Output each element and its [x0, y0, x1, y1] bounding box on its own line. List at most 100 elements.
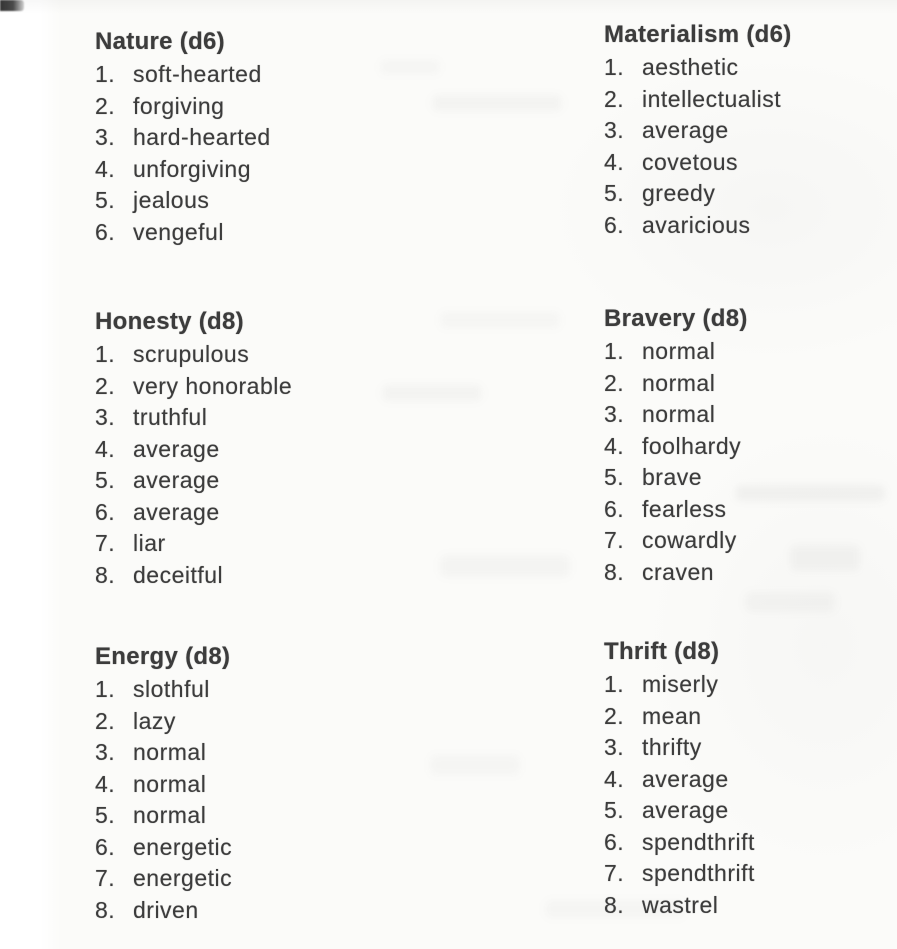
- trait-section-energy: Energy (d8) 1. slothful 2. lazy 3. normal 4…: [95, 643, 425, 926]
- trait-list-nature: 1. soft-hearted 2. forgiving 3. hard-hearte…: [95, 59, 425, 248]
- trait-list-item: 4. foolhardy: [604, 431, 897, 463]
- trait-section-thrift: Thrift (d8) 1. miserly 2. mean 3. thrifty 4…: [604, 638, 897, 921]
- trait-list-item: 2. mean: [604, 701, 897, 733]
- trait-item-number: 5.: [95, 467, 116, 493]
- trait-item-label: intellectualist: [642, 85, 782, 112]
- trait-item-label: normal: [133, 739, 207, 765]
- trait-item-label: average: [642, 797, 729, 823]
- scan-smudge: [440, 312, 560, 328]
- trait-item-label: wastrel: [642, 891, 719, 918]
- trait-list-item: 6. vengeful: [95, 217, 425, 249]
- trait-list-item: 8. craven: [604, 557, 897, 589]
- scan-corner-mark: [0, 0, 24, 11]
- trait-item-label: truthful: [133, 404, 208, 430]
- trait-heading-bravery: Bravery (d8): [604, 305, 748, 332]
- trait-item-number: 3.: [604, 401, 625, 427]
- trait-list-item: 5. greedy: [604, 178, 897, 210]
- trait-item-label: vengeful: [133, 218, 224, 245]
- trait-item-number: 8.: [604, 558, 625, 585]
- trait-item-label: average: [133, 467, 220, 493]
- scan-smudge: [430, 755, 520, 775]
- trait-item-number: 2.: [95, 707, 116, 734]
- trait-item-label: cowardly: [642, 527, 737, 553]
- trait-item-label: average: [642, 117, 729, 143]
- trait-list-item: 3. hard-hearted: [95, 122, 425, 154]
- trait-list-item: 2. lazy: [95, 706, 425, 738]
- trait-list-item: 6. average: [95, 497, 425, 529]
- trait-item-label: hard-hearted: [133, 124, 271, 150]
- trait-item-number: 2.: [95, 92, 116, 119]
- trait-item-number: 2.: [604, 369, 625, 396]
- trait-list-bravery: 1. normal 2. normal 3. normal 4. foolhardy 5…: [604, 336, 897, 588]
- trait-item-number: 3.: [95, 124, 116, 150]
- trait-item-label: forgiving: [133, 92, 225, 119]
- trait-item-label: brave: [642, 464, 703, 490]
- trait-item-label: average: [133, 498, 220, 525]
- trait-item-number: 7.: [604, 527, 625, 553]
- trait-item-number: 7.: [604, 860, 625, 886]
- trait-item-number: 6.: [604, 495, 625, 522]
- trait-item-number: 4.: [604, 432, 625, 459]
- trait-item-label: scrupulous: [133, 341, 250, 367]
- trait-item-number: 2.: [604, 85, 625, 112]
- trait-list-item: 5. average: [604, 795, 897, 827]
- trait-item-label: covetous: [642, 148, 739, 175]
- trait-item-label: mean: [642, 702, 702, 729]
- trait-list-item: 3. thrifty: [604, 732, 897, 764]
- trait-item-number: 5.: [95, 802, 116, 828]
- trait-list-materialism: 1. aesthetic 2. intellectualist 3. average …: [604, 52, 897, 241]
- trait-item-label: energetic: [133, 865, 233, 891]
- trait-item-label: fearless: [642, 495, 727, 522]
- trait-heading-materialism: Materialism (d6): [604, 21, 792, 48]
- trait-item-number: 4.: [604, 765, 625, 792]
- trait-item-number: 8.: [604, 891, 625, 918]
- trait-list-item: 4. unforgiving: [95, 154, 425, 186]
- trait-list-item: 4. normal: [95, 769, 425, 801]
- trait-list-item: 8. wastrel: [604, 890, 897, 922]
- trait-list-item: 2. forgiving: [95, 91, 425, 123]
- trait-list-item: 4. covetous: [604, 147, 897, 179]
- scan-smudge: [432, 95, 562, 111]
- trait-list-item: 7. energetic: [95, 863, 425, 895]
- trait-item-label: avaricious: [642, 211, 751, 238]
- trait-list-item: 6. energetic: [95, 832, 425, 864]
- trait-list-item: 8. driven: [95, 895, 425, 927]
- trait-item-label: average: [133, 435, 220, 462]
- trait-item-label: average: [642, 765, 729, 792]
- trait-item-number: 8.: [95, 561, 116, 588]
- trait-item-label: aesthetic: [642, 54, 739, 80]
- trait-list-item: 1. aesthetic: [604, 52, 897, 84]
- trait-list-item: 3. average: [604, 115, 897, 147]
- trait-item-number: 3.: [604, 117, 625, 143]
- trait-item-label: liar: [133, 530, 166, 556]
- trait-list-item: 7. cowardly: [604, 525, 897, 557]
- trait-item-number: 2.: [95, 372, 116, 399]
- trait-section-materialism: Materialism (d6) 1. aesthetic 2. intellect…: [604, 21, 897, 241]
- trait-item-label: thrifty: [642, 734, 702, 760]
- trait-item-number: 3.: [604, 734, 625, 760]
- scan-smudge: [735, 485, 885, 501]
- trait-item-number: 1.: [95, 676, 116, 702]
- trait-item-label: unforgiving: [133, 155, 252, 182]
- trait-item-number: 4.: [604, 148, 625, 175]
- trait-list-item: 2. very honorable: [95, 371, 425, 403]
- trait-item-number: 1.: [95, 61, 116, 87]
- trait-item-number: 4.: [95, 155, 116, 182]
- trait-list-item: 3. normal: [604, 399, 897, 431]
- trait-heading-honesty: Honesty (d8): [95, 308, 244, 335]
- trait-item-number: 1.: [604, 54, 625, 80]
- trait-item-label: foolhardy: [642, 432, 742, 459]
- right-column: Materialism (d6) 1. aesthetic 2. intellect…: [604, 21, 897, 921]
- trait-item-number: 6.: [604, 828, 625, 855]
- trait-list-item: 6. fearless: [604, 494, 897, 526]
- trait-list-item: 1. normal: [604, 336, 897, 368]
- trait-item-label: energetic: [133, 833, 233, 860]
- trait-item-label: soft-hearted: [133, 61, 262, 87]
- trait-item-number: 5.: [604, 464, 625, 490]
- trait-list-item: 1. miserly: [604, 669, 897, 701]
- trait-item-number: 5.: [604, 180, 625, 206]
- trait-item-label: normal: [642, 369, 716, 396]
- trait-list-item: 5. normal: [95, 800, 425, 832]
- trait-item-label: slothful: [133, 676, 210, 702]
- trait-list-item: 7. liar: [95, 528, 425, 560]
